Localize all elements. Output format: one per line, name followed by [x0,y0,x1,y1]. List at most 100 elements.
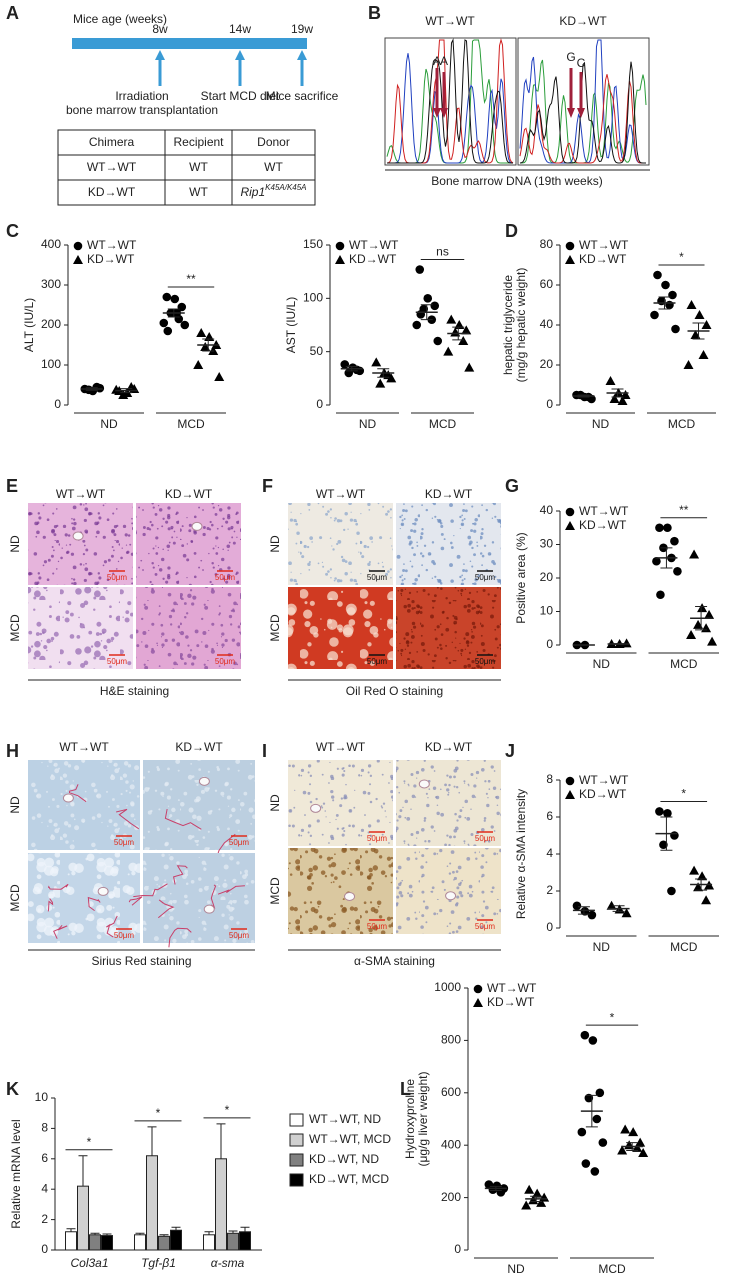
legend-label: WT→WT, MCD [309,1132,391,1146]
data-point [667,886,676,896]
x-tick-label: Tgf-β1 [141,1256,176,1270]
fiber [128,896,143,906]
scale-label: 50μm [367,573,388,582]
data-point [536,1197,547,1207]
y-tick-label: 200 [441,1190,461,1204]
data-point [473,984,483,994]
bar [65,1231,77,1251]
scale-label: 50μm [229,931,250,940]
y-tick-label: 400 [441,1137,461,1151]
error-bar [167,308,180,318]
data-point [655,523,664,533]
error-bar [228,1230,238,1234]
y-tick-label: 0 [546,920,553,934]
y-tick-label: 300 [41,277,61,291]
error-bar [216,1123,226,1159]
data-point [689,865,700,875]
data-point [335,241,345,251]
error-bar [577,394,590,398]
error-bar [66,1228,76,1232]
data-point [707,636,718,646]
legend-label: WT→WT [579,504,629,518]
data-point [193,360,204,369]
caption: Sirius Red staining [91,954,191,968]
bar [134,1234,146,1251]
error-bar [90,1232,100,1235]
vessel [418,779,430,789]
error-bar [135,1232,145,1235]
legend-label: WT→WT [487,981,537,995]
x-tick-label: ND [593,657,611,671]
row-label: ND [8,796,22,814]
micrograph [396,848,501,934]
column-label: KD→WT [425,487,473,501]
y-tick-label: 0 [54,397,61,411]
cell-base: Rip1 [240,185,265,199]
timeline-tick: 14w [229,22,251,36]
data-point [423,294,433,303]
table-cell: WT→WT [87,160,137,174]
arrow-head [155,50,165,60]
data-point [656,590,665,600]
data-point [565,790,575,799]
fiber [53,924,68,939]
panel-label: I [262,741,267,761]
fiber [164,808,202,830]
column-label: WT→WT [316,740,366,754]
trace [519,61,646,164]
timeline-tick: 8w [152,22,168,36]
data-point [621,638,632,648]
data-point [163,326,173,336]
x-tick-label: α-sma [211,1256,245,1270]
legend-label: KD→WT [349,252,397,266]
data-point [701,320,712,329]
data-point [340,360,350,369]
data-point [590,1167,600,1176]
base-call: A [440,54,448,68]
data-point [458,336,469,345]
y-axis-label: AST (IU/L) [284,297,298,353]
arrow-head [433,108,441,118]
data-point [581,1159,591,1168]
error-bar [695,605,708,631]
y-tick-label: 4 [41,1181,48,1195]
y-tick-label: 1000 [434,980,461,994]
legend-swatch [289,1113,304,1127]
panel-label: D [505,221,518,241]
scale-label: 50μm [114,838,135,847]
legend-label: KD→WT [579,252,627,266]
significance-label: * [87,1135,92,1149]
y-tick-label: 8 [546,772,553,786]
panel-label: L [400,1079,411,1099]
data-point [606,900,617,910]
y-tick-label: 2 [41,1212,48,1226]
error-bar [202,338,215,352]
data-point [686,629,697,639]
data-point [430,301,440,311]
y-tick-label: 40 [540,317,554,331]
y-tick-label: 80 [540,237,554,251]
data-point [587,910,597,920]
table-border [57,129,316,206]
data-point [617,1145,628,1155]
error-bar [102,1233,112,1236]
fiber [87,896,101,912]
x-tick-label: ND [593,940,611,954]
y-tick-label: 600 [441,1085,461,1099]
row-label: MCD [8,884,22,912]
significance-label: * [610,1010,615,1024]
y-tick-label: 0 [546,397,553,411]
fiber [217,885,245,895]
data-point [565,521,575,530]
panel-label: F [262,476,273,496]
data-point [683,360,694,369]
legend-swatch [289,1153,304,1167]
vessel [62,793,74,803]
x-tick-label: MCD [177,417,205,431]
y-tick-label: 10 [35,1090,49,1104]
scale-label: 50μm [215,573,236,582]
data-point [697,871,708,881]
y-tick-label: 100 [303,291,323,305]
error-bar [695,878,708,891]
y-tick-label: 4 [546,846,553,860]
